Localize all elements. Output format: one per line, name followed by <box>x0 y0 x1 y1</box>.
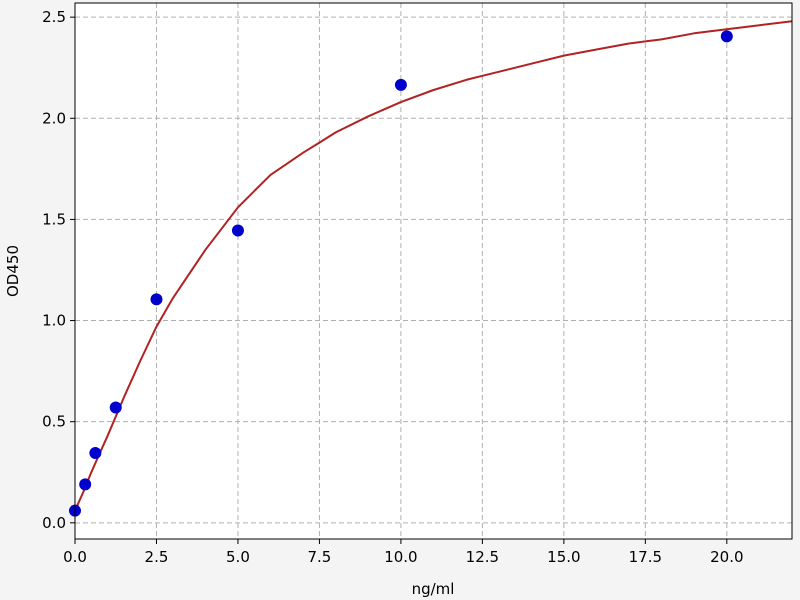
y-tick-label: 0.0 <box>42 514 66 532</box>
data-point <box>394 78 407 91</box>
x-tick-label: 10.0 <box>384 548 417 566</box>
x-tick-label: 5.0 <box>226 548 250 566</box>
data-point <box>150 293 163 306</box>
x-axis-title: ng/ml <box>412 580 455 598</box>
data-point <box>79 478 92 491</box>
x-tick-label: 17.5 <box>629 548 662 566</box>
x-tick-label: 2.5 <box>145 548 169 566</box>
x-tick-label: 12.5 <box>466 548 499 566</box>
y-tick-label: 0.5 <box>42 413 66 431</box>
x-tick-label: 0.0 <box>63 548 87 566</box>
y-tick-label: 1.0 <box>42 312 66 330</box>
data-point <box>720 30 733 43</box>
data-point <box>231 224 244 237</box>
ticks: 0.0 2.5 5.0 7.5 10.0 12.5 15.0 17.5 20.0 0.0 0.5 1.… <box>42 8 743 566</box>
y-axis-title: OD450 <box>4 245 22 297</box>
plot-background <box>75 3 792 539</box>
fit-curve-layer <box>74 20 793 512</box>
x-tick-label: 20.0 <box>710 548 743 566</box>
y-tick-label: 2.0 <box>42 109 66 127</box>
x-tick-label: 15.0 <box>547 548 580 566</box>
grid <box>74 3 792 539</box>
data-point <box>109 401 122 414</box>
x-tick-label: 7.5 <box>308 548 332 566</box>
data-points-layer <box>69 30 733 517</box>
data-point <box>89 447 102 460</box>
plot-frame <box>74 2 793 540</box>
y-tick-label: 1.5 <box>42 210 66 228</box>
y-tick-label: 2.5 <box>42 8 66 26</box>
fit-curve-line <box>74 20 793 512</box>
